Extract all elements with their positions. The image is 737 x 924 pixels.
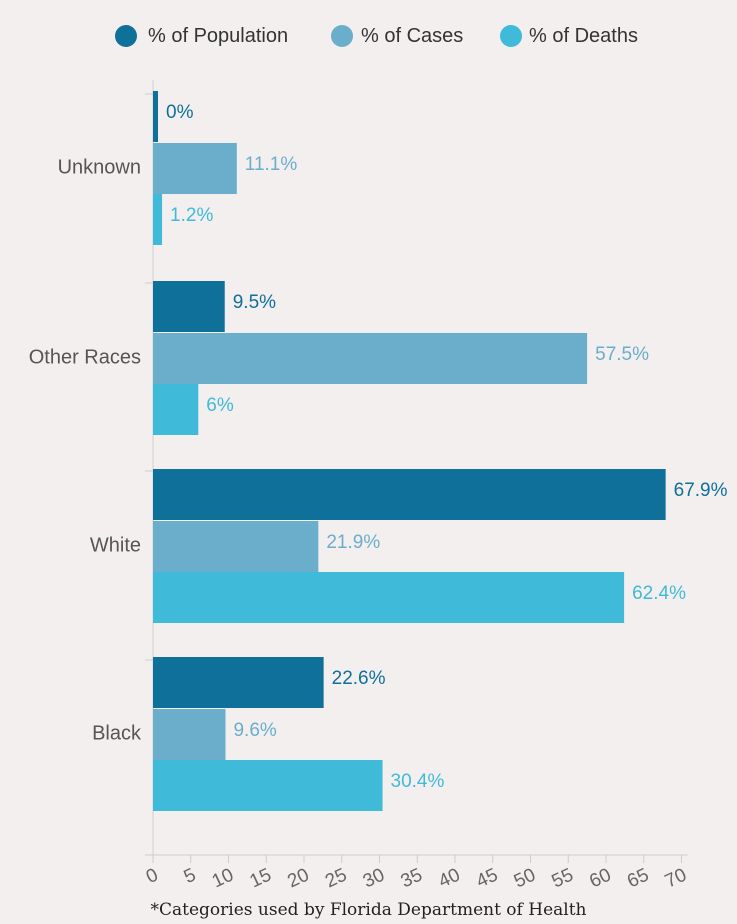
x-tick-label-15: 15 xyxy=(247,864,275,892)
data-label-black-s3: 30.4% xyxy=(391,771,445,792)
bar-white-s3 xyxy=(153,572,625,623)
x-tick-label-10: 10 xyxy=(209,864,237,892)
category-label-black: Black xyxy=(92,723,142,745)
bar-other-races-s3 xyxy=(153,384,199,435)
x-tick-label-70: 70 xyxy=(662,864,690,892)
bar-black-s1 xyxy=(153,657,324,708)
x-tick-label-45: 45 xyxy=(473,864,501,892)
x-tick-label-30: 30 xyxy=(360,864,388,892)
data-label-other-races-s1: 9.5% xyxy=(233,292,276,313)
bar-other-races-s2 xyxy=(153,333,588,384)
legend-label-2: % of Cases xyxy=(361,25,463,47)
data-label-unknown-s1: 0% xyxy=(166,102,194,123)
x-tick-label-65: 65 xyxy=(624,864,652,892)
bar-unknown-s3 xyxy=(153,194,163,245)
x-tick-label-0: 0 xyxy=(143,864,161,888)
legend-marker-1 xyxy=(115,25,137,47)
data-label-white-s1: 67.9% xyxy=(674,480,728,501)
category-label-unknown: Unknown xyxy=(58,157,141,179)
bar-white-s1 xyxy=(153,469,666,520)
data-label-white-s3: 62.4% xyxy=(632,583,686,604)
bar-unknown-s1 xyxy=(153,91,158,142)
bar-black-s3 xyxy=(153,760,383,811)
category-label-other-races: Other Races xyxy=(29,347,141,369)
data-label-unknown-s3: 1.2% xyxy=(170,205,213,226)
data-label-black-s2: 9.6% xyxy=(233,720,276,741)
x-tick-label-5: 5 xyxy=(181,864,199,888)
bar-white-s2 xyxy=(153,521,319,572)
legend-label-1: % of Population xyxy=(148,25,288,47)
legend-marker-3 xyxy=(500,25,522,47)
bar-unknown-s2 xyxy=(153,143,237,194)
x-tick-label-35: 35 xyxy=(398,864,426,892)
x-tick-label-60: 60 xyxy=(586,864,614,892)
legend-label-3: % of Deaths xyxy=(529,25,638,47)
bar-other-races-s1 xyxy=(153,281,225,332)
x-tick-label-20: 20 xyxy=(284,864,312,892)
x-tick-label-40: 40 xyxy=(435,864,463,892)
footnote: *Categories used by Florida Department o… xyxy=(150,900,587,920)
bar-black-s2 xyxy=(153,709,226,760)
data-label-black-s1: 22.6% xyxy=(332,668,386,689)
x-tick-label-55: 55 xyxy=(549,864,577,892)
data-label-other-races-s2: 57.5% xyxy=(595,344,649,365)
legend-marker-2 xyxy=(331,25,353,47)
x-tick-label-50: 50 xyxy=(511,864,539,892)
data-label-white-s2: 21.9% xyxy=(326,532,380,553)
data-label-other-races-s3: 6% xyxy=(206,395,234,416)
category-label-white: White xyxy=(90,535,141,557)
x-tick-label-25: 25 xyxy=(322,864,350,892)
data-label-unknown-s2: 11.1% xyxy=(245,154,298,175)
